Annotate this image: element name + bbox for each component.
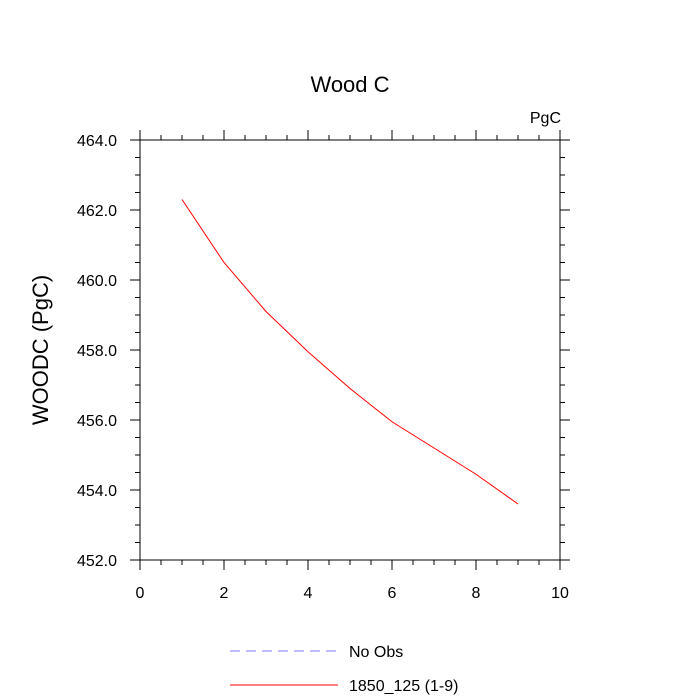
plot-frame	[139, 139, 561, 561]
y-axis-label: WOODC (PgC)	[28, 275, 53, 425]
y-tick-label: 458.0	[77, 343, 117, 360]
series-line	[181, 199, 519, 505]
x-tick-label: 6	[388, 585, 397, 602]
units-label: PgC	[530, 110, 561, 127]
y-tick-label: 456.0	[77, 413, 117, 430]
y-tick-label: 452.0	[77, 553, 117, 570]
tick-labels: 0 2 4 6 8 10 452.0 454.0 456.0 458.0 460.0 462.0 464…	[77, 133, 569, 602]
x-tick-label: 0	[136, 585, 145, 602]
x-tick-label: 8	[472, 585, 481, 602]
y-tick-label: 464.0	[77, 133, 117, 150]
x-tick-label: 2	[220, 585, 229, 602]
legend-label: No Obs	[349, 644, 403, 661]
y-tick-label: 460.0	[77, 273, 117, 290]
legend-label: 1850_125 (1-9)	[349, 678, 458, 695]
y-tick-label: 462.0	[77, 203, 117, 220]
series-layer	[181, 199, 519, 505]
y-tick-label: 454.0	[77, 483, 117, 500]
x-tick-label: 10	[551, 585, 569, 602]
legend: No Obs 1850_125 (1-9)	[230, 644, 458, 695]
x-tick-label: 4	[304, 585, 313, 602]
chart-title: Wood C	[310, 72, 389, 97]
axis-ticks	[130, 130, 570, 570]
